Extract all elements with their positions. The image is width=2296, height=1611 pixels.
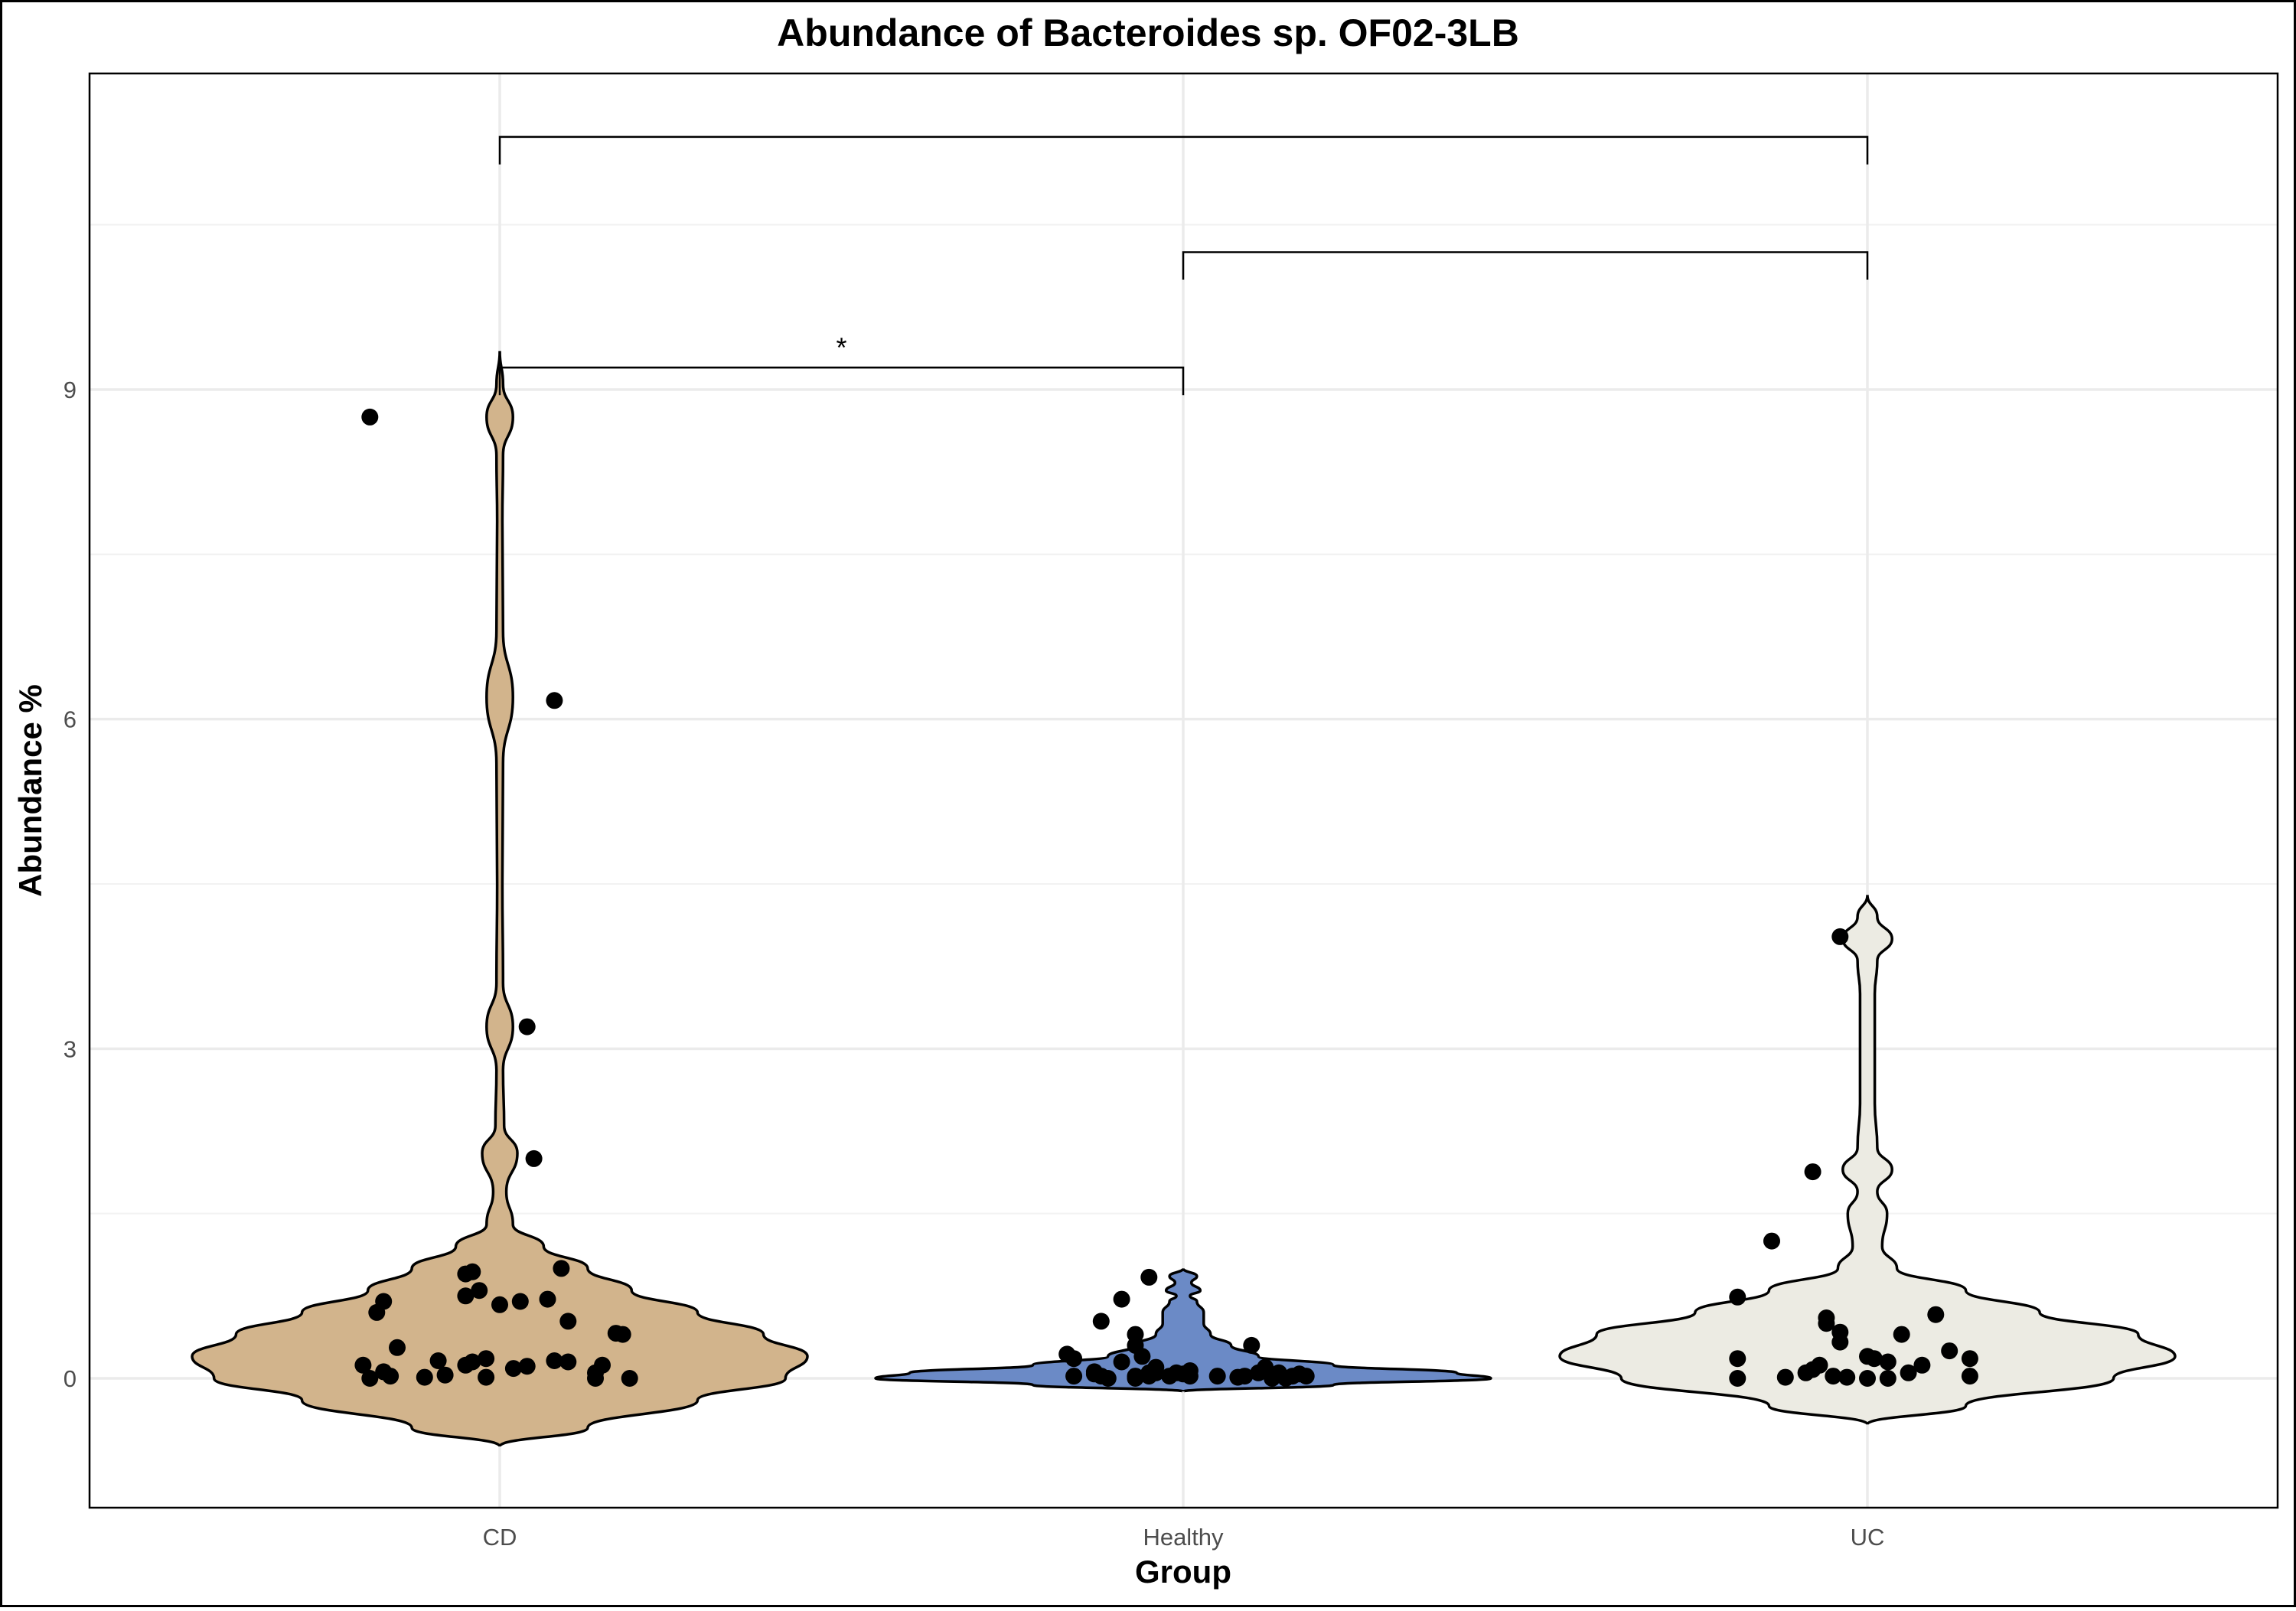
data-point <box>559 1313 577 1330</box>
data-point <box>1127 1370 1144 1387</box>
data-point <box>1763 1232 1780 1250</box>
data-point <box>1900 1364 1917 1381</box>
data-point <box>546 692 563 709</box>
significance-bracket <box>498 367 1185 396</box>
significance-layer: * <box>498 135 1869 396</box>
significance-bracket <box>1182 251 1869 280</box>
significance-label: * <box>836 331 846 363</box>
data-point <box>1133 1348 1151 1365</box>
data-point <box>361 408 379 426</box>
data-point <box>368 1303 386 1321</box>
data-point <box>614 1326 631 1343</box>
data-point <box>1092 1313 1110 1330</box>
data-point <box>1879 1353 1896 1371</box>
data-point <box>1297 1368 1315 1385</box>
y-tick-label: 9 <box>64 377 77 403</box>
data-point <box>1729 1288 1746 1306</box>
data-point <box>1113 1353 1130 1371</box>
data-point <box>546 1352 563 1369</box>
data-point <box>1879 1370 1896 1387</box>
data-point <box>1818 1315 1835 1332</box>
violin-uc <box>1558 895 2177 1427</box>
data-point <box>1838 1368 1856 1386</box>
data-point <box>525 1150 543 1167</box>
data-point <box>518 1358 536 1375</box>
data-point <box>1927 1306 1945 1323</box>
significance-bracket <box>498 135 1869 165</box>
data-point <box>491 1296 508 1313</box>
data-point <box>1893 1326 1910 1343</box>
violin-layer <box>191 350 2177 1448</box>
y-axis-title: Abundance % <box>12 684 48 897</box>
violin-cd <box>191 350 809 1448</box>
data-point <box>1140 1268 1158 1286</box>
data-point <box>389 1339 406 1356</box>
data-point <box>1804 1163 1821 1181</box>
x-tick-label: Healthy <box>1143 1524 1224 1551</box>
data-point <box>1859 1370 1876 1387</box>
data-point <box>553 1260 570 1277</box>
data-point <box>1181 1368 1199 1385</box>
data-point <box>429 1352 447 1369</box>
data-point <box>416 1368 433 1386</box>
data-point <box>457 1265 475 1283</box>
data-point <box>457 1356 475 1374</box>
data-point <box>471 1282 488 1300</box>
data-point <box>1961 1368 1978 1385</box>
data-point <box>1865 1350 1883 1368</box>
data-point <box>587 1370 604 1387</box>
data-point <box>1243 1336 1261 1354</box>
data-point <box>1776 1368 1794 1386</box>
data-point <box>361 1370 379 1387</box>
data-point <box>1831 1333 1849 1351</box>
data-point <box>478 1368 495 1386</box>
x-tick-label: UC <box>1851 1524 1885 1551</box>
data-point <box>1941 1342 1958 1360</box>
data-point <box>1147 1358 1165 1376</box>
data-point <box>1913 1356 1931 1374</box>
data-point <box>539 1290 556 1308</box>
data-point <box>1961 1350 1978 1368</box>
data-point <box>1236 1368 1254 1385</box>
data-point <box>1729 1370 1746 1387</box>
chart-title: Abundance of Bacteroides sp. OF02-3LB <box>777 11 1519 54</box>
data-point <box>436 1366 454 1384</box>
data-point <box>382 1368 400 1385</box>
data-point <box>1065 1350 1083 1368</box>
y-tick-label: 6 <box>64 706 77 733</box>
data-point <box>1208 1368 1226 1385</box>
data-point <box>621 1370 638 1387</box>
data-point <box>457 1287 475 1305</box>
plot-panel-border <box>88 72 2279 1509</box>
x-tick-label: CD <box>483 1524 517 1551</box>
y-tick-label: 0 <box>64 1365 77 1392</box>
data-point <box>518 1018 536 1035</box>
data-point <box>478 1350 495 1368</box>
axis-layer: 0 3 6 9 CD Healthy UC <box>64 377 1885 1551</box>
point-layer <box>354 408 1978 1387</box>
data-point <box>1825 1368 1842 1385</box>
y-tick-label: 3 <box>64 1035 77 1062</box>
data-point <box>1729 1350 1746 1368</box>
violin-healthy <box>874 1267 1492 1393</box>
data-point <box>1099 1370 1117 1387</box>
data-point <box>1065 1368 1083 1385</box>
data-point <box>559 1353 577 1371</box>
x-axis-title: Group <box>1135 1554 1231 1590</box>
data-point <box>504 1360 522 1378</box>
data-point <box>1113 1290 1130 1308</box>
data-point <box>511 1293 529 1310</box>
data-point <box>354 1356 372 1374</box>
data-point <box>1797 1364 1815 1381</box>
data-point <box>1831 928 1849 945</box>
